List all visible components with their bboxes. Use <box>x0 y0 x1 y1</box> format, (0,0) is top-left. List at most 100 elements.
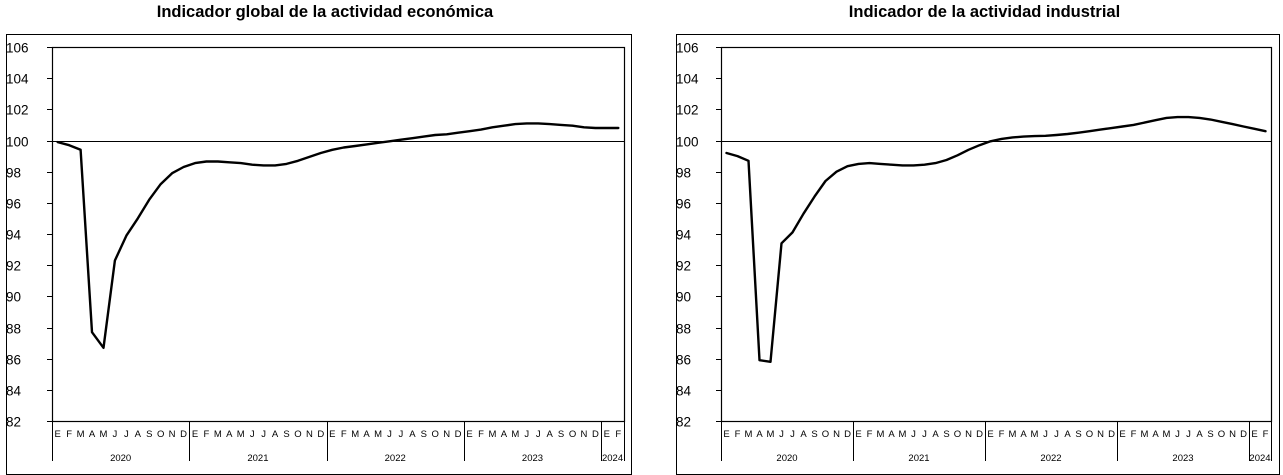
y-tick-label: 100 <box>6 135 29 150</box>
y-tick-label: 90 <box>6 290 21 305</box>
x-month-label: J <box>1186 429 1191 440</box>
x-year-label: 2023 <box>522 453 543 464</box>
x-month-label: A <box>932 429 939 440</box>
y-tick-label: 104 <box>6 72 29 87</box>
y-tick-label: 88 <box>676 322 691 337</box>
x-month-label: D <box>455 429 462 440</box>
y-tick-label: 106 <box>676 41 699 56</box>
x-month-label: S <box>146 429 152 440</box>
x-month-label: M <box>767 429 775 440</box>
x-month-label: E <box>466 429 472 440</box>
plot-area <box>720 46 1273 423</box>
x-month-label: F <box>1131 429 1137 440</box>
x-month-label: A <box>409 429 416 440</box>
x-month-label: M <box>899 429 907 440</box>
x-month-label: E <box>192 429 198 440</box>
x-month-label: N <box>306 429 313 440</box>
x-year-label: 2024 <box>602 453 623 464</box>
x-year-label: 2022 <box>1040 453 1061 464</box>
y-tick-label: 100 <box>676 135 699 150</box>
x-year-label: 2021 <box>908 453 929 464</box>
x-year-label: 2023 <box>1172 453 1193 464</box>
y-tick-label: 94 <box>6 228 22 243</box>
x-month-label: F <box>66 429 72 440</box>
x-month-label: D <box>180 429 187 440</box>
x-year-label: 2021 <box>247 453 268 464</box>
x-month-label: M <box>745 429 753 440</box>
x-month-label: A <box>756 429 763 440</box>
x-month-label: F <box>999 429 1005 440</box>
x-month-label: O <box>822 429 829 440</box>
y-tick-label: 84 <box>676 384 692 399</box>
x-month-label: N <box>1229 429 1236 440</box>
x-month-label: N <box>833 429 840 440</box>
x-month-label: F <box>204 429 210 440</box>
x-month-label: J <box>387 429 392 440</box>
x-month-label: F <box>867 429 873 440</box>
x-month-label: M <box>374 429 382 440</box>
x-month-label: O <box>1218 429 1225 440</box>
x-year-label: 2020 <box>110 453 131 464</box>
x-month-label: N <box>965 429 972 440</box>
series-line <box>725 115 1267 363</box>
x-month-label: S <box>943 429 949 440</box>
x-month-label: O <box>954 429 961 440</box>
x-month-label: M <box>214 429 222 440</box>
x-month-label: E <box>604 429 610 440</box>
x-month-label: F <box>735 429 741 440</box>
x-month-label: A <box>546 429 553 440</box>
y-tick-label: 104 <box>676 72 699 87</box>
x-month-label: J <box>261 429 266 440</box>
x-month-label: J <box>1175 429 1180 440</box>
x-month-label: J <box>911 429 916 440</box>
x-month-label: O <box>432 429 439 440</box>
x-month-label: M <box>1163 429 1171 440</box>
chart-title: Indicador global de la actividad económi… <box>156 3 494 21</box>
x-month-label: M <box>1031 429 1039 440</box>
x-month-label: M <box>100 429 108 440</box>
x-month-label: E <box>1119 429 1125 440</box>
x-month-label: D <box>1108 429 1115 440</box>
x-month-label: A <box>135 429 142 440</box>
y-tick-label: 82 <box>6 415 21 430</box>
x-month-label: F <box>615 429 621 440</box>
x-month-label: M <box>1141 429 1149 440</box>
x-month-label: D <box>592 429 599 440</box>
y-tick-label: 94 <box>676 228 692 243</box>
y-tick-label: 86 <box>676 353 691 368</box>
x-month-label: A <box>888 429 895 440</box>
x-month-label: J <box>536 429 541 440</box>
x-month-label: N <box>1097 429 1104 440</box>
x-month-label: S <box>1207 429 1213 440</box>
x-month-label: E <box>329 429 335 440</box>
x-month-label: M <box>511 429 519 440</box>
x-month-label: N <box>169 429 176 440</box>
x-month-label: D <box>1240 429 1247 440</box>
x-month-label: D <box>317 429 324 440</box>
x-year-label: 2024 <box>1249 453 1270 464</box>
y-tick-label: 90 <box>676 290 691 305</box>
x-month-label: M <box>77 429 85 440</box>
y-tick-label: 98 <box>6 166 21 181</box>
x-month-label: J <box>399 429 404 440</box>
y-tick-label: 92 <box>676 259 691 274</box>
x-month-label: F <box>341 429 347 440</box>
x-month-label: J <box>250 429 255 440</box>
y-tick-label: 96 <box>6 197 21 212</box>
x-month-label: A <box>1020 429 1027 440</box>
x-month-label: J <box>1054 429 1059 440</box>
x-month-label: J <box>779 429 784 440</box>
x-month-label: O <box>1086 429 1093 440</box>
y-tick-label: 86 <box>6 353 21 368</box>
chart-panel-global: Indicador global de la actividad económi… <box>0 0 640 475</box>
x-month-label: J <box>790 429 795 440</box>
series-line <box>56 122 620 349</box>
x-month-label: A <box>800 429 807 440</box>
x-month-label: A <box>226 429 233 440</box>
x-month-label: D <box>844 429 851 440</box>
x-month-label: J <box>124 429 129 440</box>
y-tick-label: 84 <box>6 384 22 399</box>
x-month-label: S <box>811 429 817 440</box>
y-tick-label: 88 <box>6 322 21 337</box>
